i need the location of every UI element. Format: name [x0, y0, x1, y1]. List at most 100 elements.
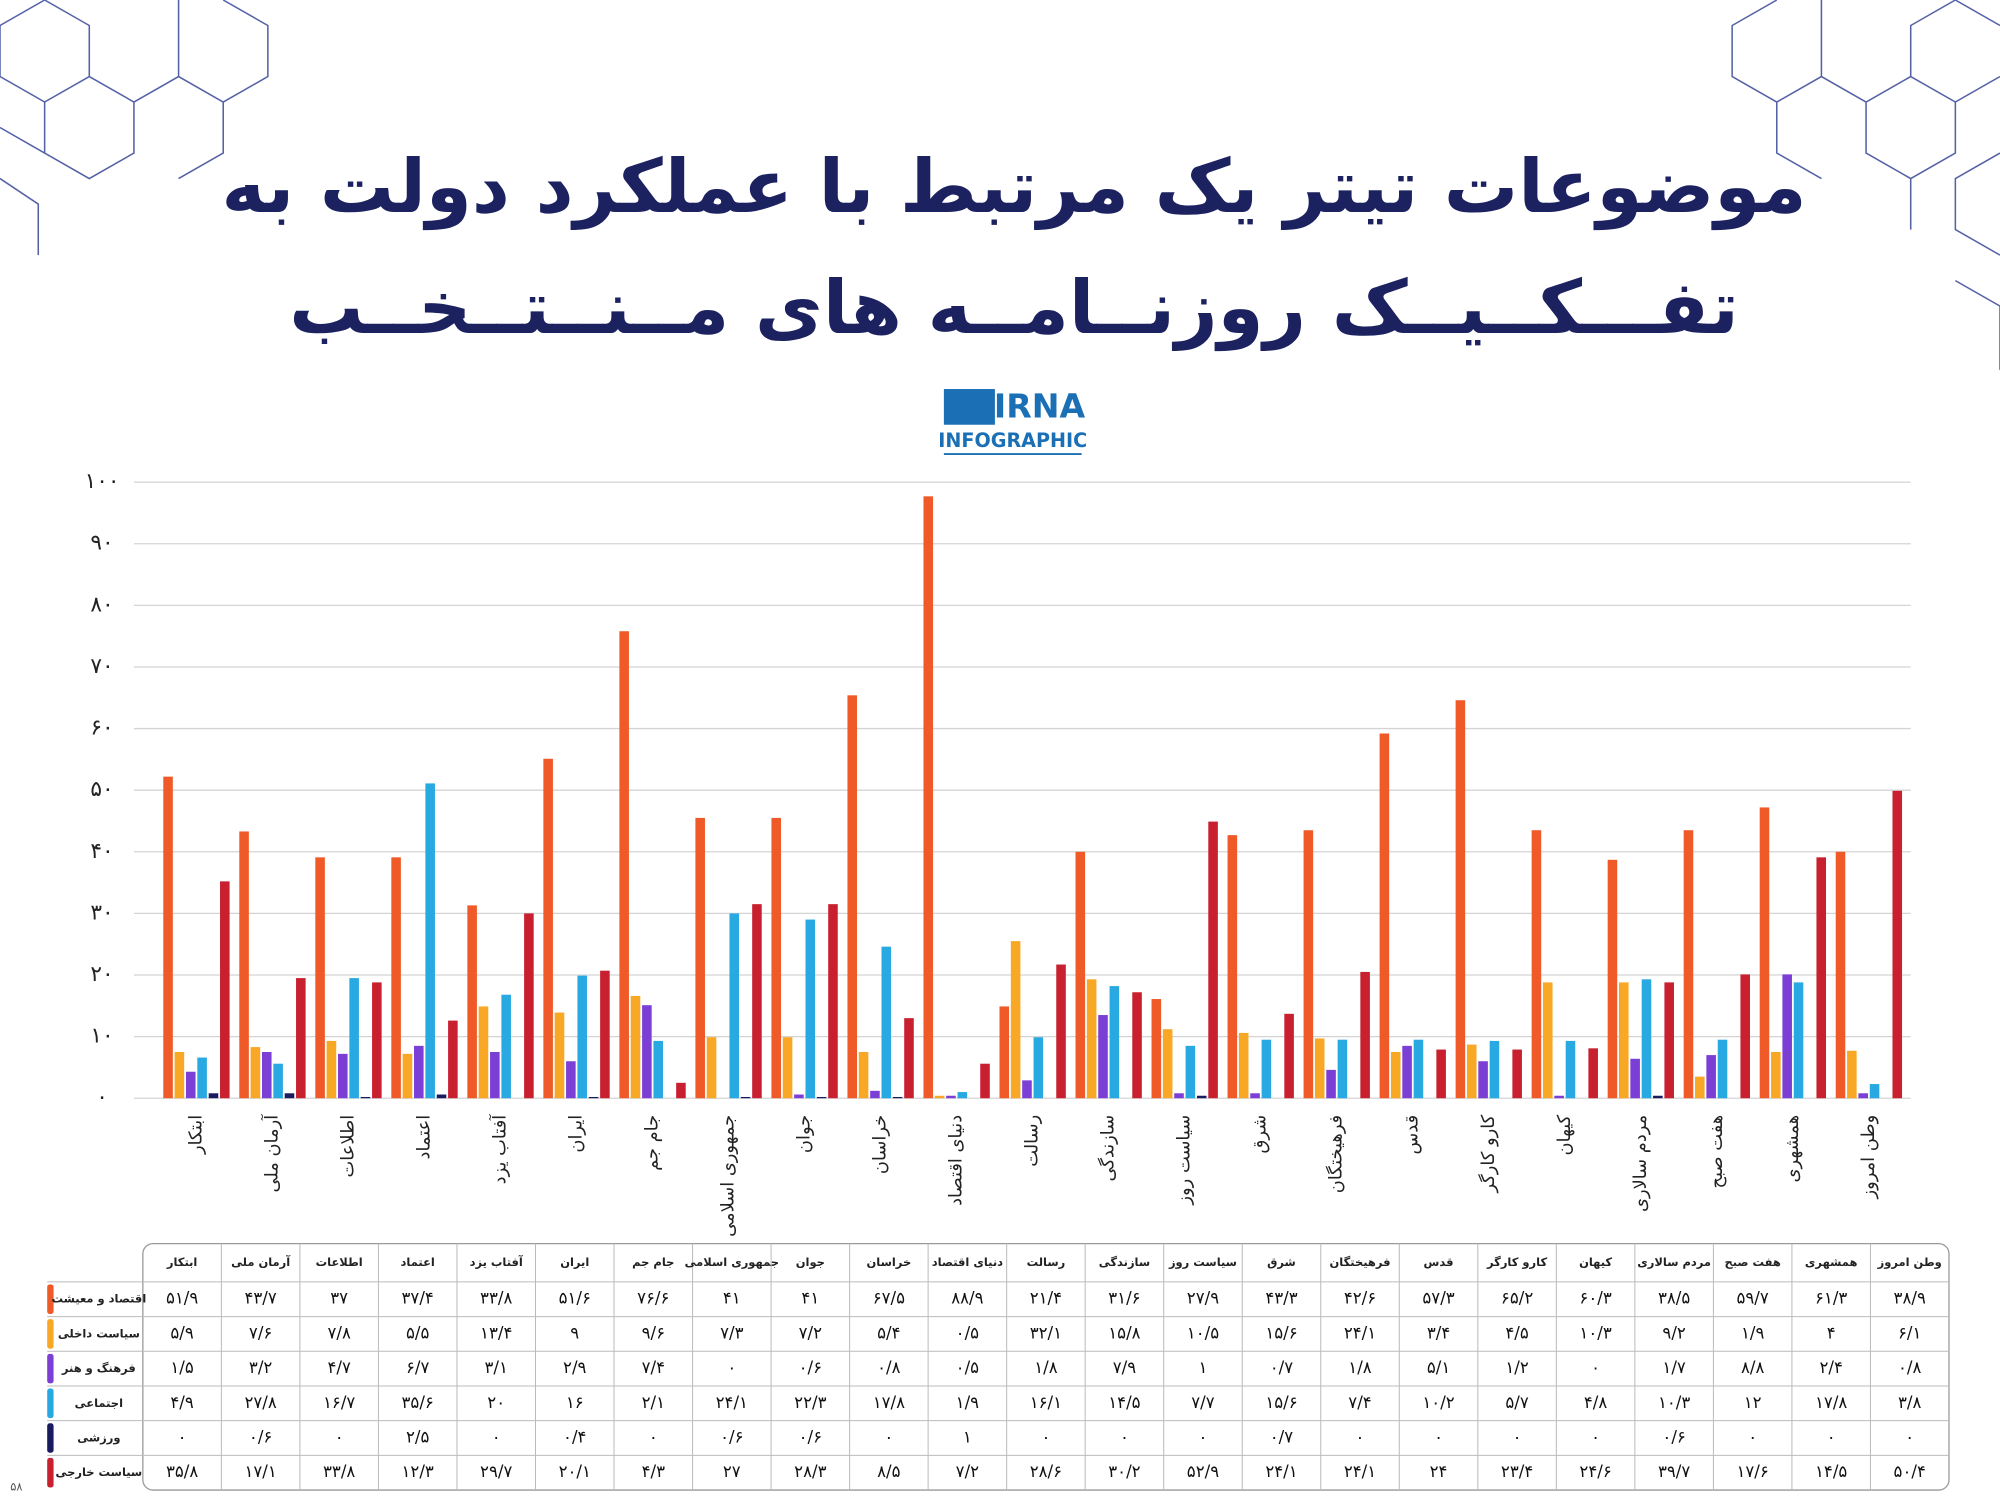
table-cell: ۱۶	[566, 1393, 584, 1412]
table-header: سیاست روز	[1168, 1255, 1237, 1270]
table-cell: ۱/۲	[1505, 1358, 1528, 1377]
bar	[1869, 1084, 1880, 1099]
bar	[1132, 992, 1142, 1099]
table-header: جام جم	[632, 1255, 674, 1269]
y-tick-label: ۲۰	[90, 962, 113, 987]
bar	[1436, 1049, 1446, 1099]
bar	[1641, 979, 1652, 1099]
bar	[1858, 1093, 1868, 1099]
table-cell: ۴۲/۶	[1344, 1289, 1376, 1308]
bar	[1109, 986, 1120, 1099]
x-tick-label: سازندگی	[1098, 1115, 1119, 1182]
table-cell: ۰/۸	[1898, 1358, 1921, 1377]
table-cell: ۲/۴	[1819, 1358, 1842, 1377]
bar	[1695, 1076, 1705, 1099]
y-tick-label: ۵۰	[90, 777, 113, 802]
table-cell: ۲۹/۷	[480, 1462, 512, 1481]
bar	[1847, 1050, 1857, 1099]
bar	[1771, 1052, 1781, 1099]
bar	[1162, 1029, 1173, 1099]
table-cell: ۰	[1513, 1428, 1522, 1447]
table-cell: ۵۰/۴	[1894, 1462, 1926, 1481]
x-tick-label: خراسان	[870, 1115, 891, 1174]
bar	[490, 1052, 500, 1099]
bar	[1630, 1058, 1640, 1099]
table-cell: ۰/۸	[877, 1358, 900, 1377]
x-tick-label: ابتکار	[185, 1115, 206, 1155]
bar	[1227, 835, 1238, 1099]
bar	[1314, 1038, 1325, 1099]
bar	[349, 978, 359, 1099]
x-tick-label: فرهیختگان	[1326, 1115, 1347, 1193]
x-tick-label: جام جم	[642, 1115, 663, 1171]
table-cell: ۱	[963, 1428, 972, 1447]
table-header: هفت صبح	[1724, 1255, 1780, 1269]
bar	[1565, 1040, 1576, 1099]
x-tick-label: رسالت	[1022, 1115, 1043, 1167]
table-cell: ۲۴	[1430, 1462, 1448, 1481]
table-header: رسالت	[1027, 1255, 1066, 1269]
table-header: دنیای اقتصاد	[932, 1255, 1003, 1269]
bar	[185, 1071, 196, 1099]
y-tick-label: ۱۰	[90, 1024, 113, 1049]
bar	[1816, 857, 1827, 1099]
table-cell: ۴/۹	[170, 1393, 193, 1412]
table-header: جمهوری اسلامی	[685, 1255, 779, 1269]
table-cell: ۱۵/۶	[1265, 1323, 1297, 1342]
table-cell: ۰	[1120, 1428, 1129, 1447]
x-tick-label: کارو کارگر	[1478, 1114, 1499, 1193]
table-cell: ۹	[570, 1323, 579, 1342]
table-cell: ۳/۲	[249, 1358, 272, 1377]
table-cell: ۲۴/۱	[716, 1393, 748, 1412]
table-cell: ۱/۸	[1034, 1358, 1057, 1377]
bar	[1619, 982, 1629, 1099]
table-cell: ۸۸/۹	[951, 1289, 983, 1308]
bar	[250, 1047, 261, 1099]
table-cell: ۷/۶	[249, 1323, 272, 1342]
table-cell: ۳۳/۸	[323, 1462, 355, 1481]
bar	[858, 1052, 869, 1099]
bar	[1717, 1039, 1728, 1099]
y-tick-label: ۸۰	[90, 592, 113, 617]
bar	[372, 982, 382, 1099]
table-cell: ۰	[178, 1428, 187, 1447]
bar	[1653, 1095, 1663, 1099]
table-cell: ۰	[649, 1428, 658, 1447]
table-cell: ۷/۳	[720, 1323, 743, 1342]
bar	[1489, 1040, 1500, 1099]
table-cell: ۱۲/۳	[402, 1462, 434, 1481]
table-cell: ۰	[727, 1358, 736, 1377]
bar	[881, 946, 892, 1099]
table-cell: ۲۷/۹	[1187, 1289, 1219, 1308]
table-cell: ۳۵/۶	[402, 1393, 434, 1412]
bar	[402, 1053, 413, 1099]
row-color-strip	[47, 1388, 54, 1419]
table-cell: ۱۴/۵	[1108, 1393, 1140, 1412]
table-cell: ۲۴/۱	[1344, 1462, 1376, 1481]
bar	[1554, 1095, 1564, 1099]
decoration	[0, 0, 2000, 370]
table-header: اطلاعات	[316, 1255, 363, 1269]
table-cell: ۱۵/۸	[1108, 1323, 1140, 1342]
table-cell: ۰/۶	[799, 1428, 822, 1447]
table-cell: ۷/۲	[799, 1323, 822, 1342]
bar	[1151, 999, 1162, 1099]
table-cell: ۱۷/۸	[873, 1393, 905, 1412]
bar	[729, 913, 740, 1099]
table-cell: ۱/۷	[1662, 1358, 1685, 1377]
bar	[923, 496, 934, 1099]
table-cell: ۵۲/۹	[1187, 1462, 1219, 1481]
table-cell: ۷/۴	[642, 1358, 665, 1377]
table-cell: ۲۰	[487, 1393, 505, 1412]
bar	[1835, 851, 1846, 1099]
table-cell: ۲/۱	[642, 1393, 665, 1412]
table-cell: ۰	[335, 1428, 344, 1447]
bar	[1478, 1061, 1488, 1099]
table-cell: ۰	[1905, 1428, 1914, 1447]
table-cell: ۳/۴	[1427, 1323, 1450, 1342]
bar	[1337, 1039, 1348, 1099]
bar	[1413, 1039, 1424, 1099]
table-cell: ۰/۵	[956, 1358, 979, 1377]
bar	[600, 970, 610, 1099]
bar	[315, 857, 325, 1099]
